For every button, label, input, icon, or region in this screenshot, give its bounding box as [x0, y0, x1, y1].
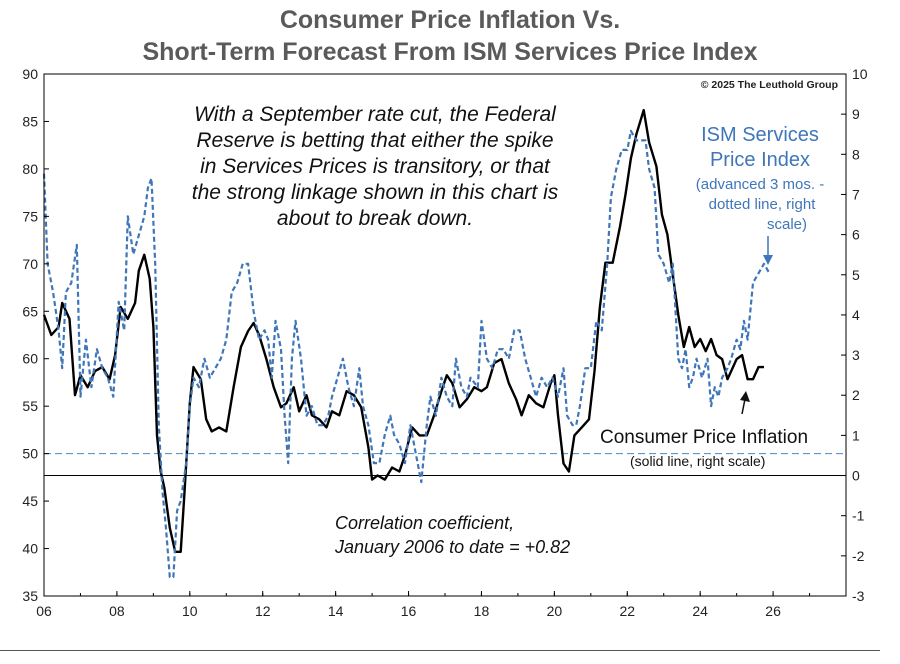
- ism-label-line-2: Price Index: [710, 149, 810, 171]
- ism-arrow: [763, 236, 773, 265]
- right-tick-label: -2: [852, 548, 865, 564]
- right-tick-label: -3: [852, 588, 865, 604]
- left-tick-label: 60: [22, 351, 38, 367]
- x-tick-label: 14: [328, 603, 344, 619]
- x-tick-label: 20: [547, 603, 563, 619]
- correlation-line-1: Correlation coefficient,: [335, 513, 514, 533]
- fed-note-line-4: the strong linkage shown in this chart i…: [192, 181, 559, 204]
- right-tick-label: 4: [852, 307, 860, 323]
- right-tick-label: 7: [852, 186, 860, 202]
- right-tick-label: 5: [852, 267, 860, 283]
- x-tick-label: 06: [36, 603, 52, 619]
- ism-label-line-1: ISM Services: [701, 124, 819, 146]
- right-tick-label: 6: [852, 227, 860, 243]
- x-tick-label: 26: [765, 603, 781, 619]
- right-tick-label: -1: [852, 508, 865, 524]
- chart-title-line-1: Consumer Price Inflation Vs.: [279, 6, 621, 34]
- cpi-sub: (solid line, right scale): [630, 453, 765, 469]
- x-tick-label: 10: [182, 603, 198, 619]
- x-tick-label: 12: [255, 603, 271, 619]
- left-tick-label: 70: [22, 256, 38, 272]
- ism-services-price-line: [42, 129, 771, 579]
- left-tick-label: 75: [22, 208, 38, 224]
- left-tick-label: 65: [22, 303, 38, 319]
- left-tick-label: 45: [22, 493, 38, 509]
- ism-sub-line-1: (advanced 3 mos. -: [696, 176, 824, 193]
- fed-note-line-3: in Services Prices is transitory, or tha…: [200, 155, 551, 178]
- right-tick-label: 2: [852, 387, 860, 403]
- x-tick-label: 22: [619, 603, 635, 619]
- right-tick-label: 0: [852, 468, 860, 484]
- left-tick-label: 35: [22, 588, 38, 604]
- left-tick-label: 50: [22, 446, 38, 462]
- left-tick-label: 90: [22, 66, 38, 82]
- left-tick-label: 85: [22, 113, 38, 129]
- fed-note-line-1: With a September rate cut, the Federal: [194, 103, 557, 126]
- ism-sub-line-3: scale): [767, 216, 807, 233]
- left-tick-label: 40: [22, 541, 38, 557]
- right-tick-label: 10: [852, 66, 868, 82]
- right-tick-label: 1: [852, 427, 860, 443]
- copyright-text: © 2025 The Leuthold Group: [701, 79, 838, 91]
- right-tick-label: 3: [852, 347, 860, 363]
- right-tick-label: 8: [852, 146, 860, 162]
- ism-sub-line-2: dotted line, right: [709, 196, 817, 213]
- fed-note-line-2: Reserve is betting that either the spike: [196, 129, 553, 152]
- x-tick-label: 16: [401, 603, 417, 619]
- fed-note-line-5: about to break down.: [277, 207, 473, 230]
- correlation-line-2: January 2006 to date = +0.82: [334, 537, 570, 557]
- cpi-arrow: [740, 391, 750, 415]
- cpi-label: Consumer Price Inflation: [600, 427, 808, 448]
- right-tick-label: 9: [852, 106, 860, 122]
- left-tick-label: 55: [22, 398, 38, 414]
- x-tick-label: 24: [692, 603, 708, 619]
- bottom-rule: [0, 650, 880, 651]
- left-tick-label: 80: [22, 161, 38, 177]
- chart-title-line-2: Short-Term Forecast From ISM Services Pr…: [142, 38, 758, 66]
- x-tick-label: 18: [474, 603, 490, 619]
- x-tick-label: 08: [109, 603, 125, 619]
